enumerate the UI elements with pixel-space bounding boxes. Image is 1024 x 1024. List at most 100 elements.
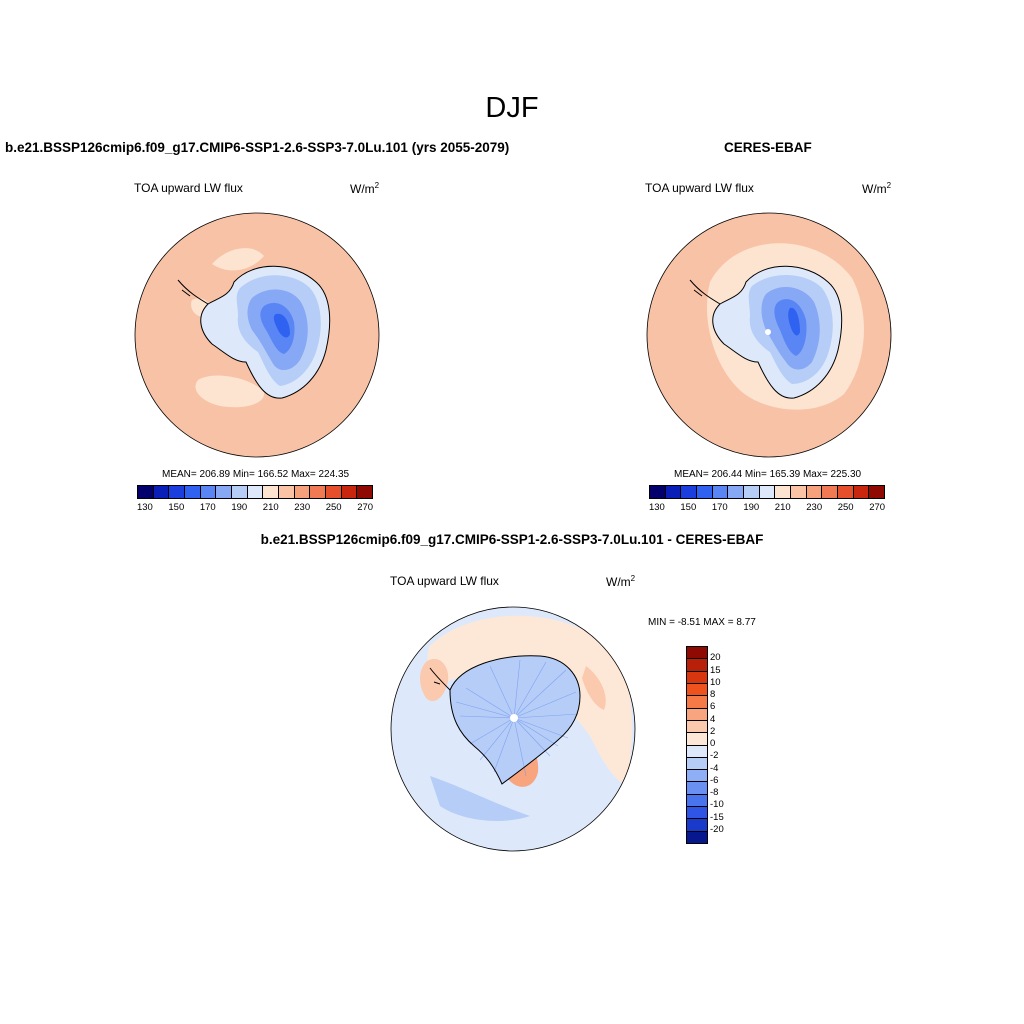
colorbar-swatch [263, 486, 280, 498]
negative-anomaly [430, 776, 530, 821]
diff-units-label: W/m2 [606, 574, 636, 589]
colorbar-swatch [775, 486, 792, 498]
colorbar-tick-label: 20 [710, 652, 721, 664]
streak-pattern [455, 659, 579, 777]
colorbar-swatch [153, 486, 170, 498]
colorbar-tick-label: 150 [168, 502, 185, 513]
diff-panel-title: b.e21.BSSP126cmip6.f09_g17.CMIP6-SSP1-2.… [260, 532, 764, 547]
colorbar-tick-label: 15 [710, 664, 721, 676]
obs-colorbar-ticks: 130 150 170 190 210 230 250 270 [649, 502, 887, 516]
pole-hole [510, 714, 518, 722]
colorbar-swatch [294, 486, 311, 498]
colorbar-tick-label: 10 [710, 676, 721, 688]
ocean-light-patch [212, 248, 264, 271]
colorbar-tick-label: 250 [837, 502, 854, 513]
diff-variable-label: TOA upward LW flux [390, 574, 499, 588]
model-map [134, 212, 380, 458]
colorbar-tick-label: 210 [774, 502, 791, 513]
colorbar-swatch [247, 486, 264, 498]
colorbar-swatch [838, 486, 854, 498]
colorbar-swatch [341, 486, 358, 498]
diff-minmax: MIN = -8.51 MAX = 8.77 [648, 617, 756, 628]
model-stats: MEAN= 206.89 Min= 166.52 Max= 224.35 [162, 469, 350, 480]
colorbar-swatch [310, 486, 327, 498]
model-panel-title: b.e21.BSSP126cmip6.f09_g17.CMIP6-SSP1-2.… [5, 140, 510, 155]
diff-colorbar [686, 646, 708, 844]
colorbar-swatch [687, 647, 707, 660]
colorbar-tick-label: 150 [680, 502, 697, 513]
colorbar-swatch [687, 683, 707, 697]
coastline [449, 655, 581, 785]
peninsula [689, 279, 721, 305]
colorbar-swatch [687, 733, 707, 746]
colorbar-swatch [138, 486, 154, 498]
coastline [712, 265, 843, 399]
colorbar-swatch [687, 671, 707, 684]
ocean-light-patch [195, 375, 265, 408]
colorbar-swatch [279, 486, 295, 498]
colorbar-tick-label: -2 [710, 750, 719, 762]
colorbar-swatch [357, 486, 373, 498]
model-colorbar-ticks: 130 150 170 190 210 230 250 270 [137, 502, 375, 516]
coastline [200, 265, 331, 399]
colorbar-swatch [687, 807, 707, 820]
colorbar-tick-label: 4 [710, 713, 716, 725]
model-colorbar [137, 485, 373, 499]
colorbar-tick-label: 6 [710, 701, 716, 713]
colorbar-swatch [759, 486, 776, 498]
colorbar-swatch [687, 659, 707, 672]
colorbar-swatch [681, 486, 698, 498]
colorbar-tick-label: -15 [710, 811, 724, 823]
colorbar-swatch [650, 486, 666, 498]
colorbar-tick-label: 210 [262, 502, 279, 513]
peninsula [429, 667, 451, 691]
colorbar-tick-label: -20 [710, 823, 724, 835]
colorbar-swatch [200, 486, 217, 498]
colorbar-tick-label: 250 [325, 502, 342, 513]
obs-colorbar [649, 485, 885, 499]
obs-variable-label: TOA upward LW flux [645, 181, 754, 195]
obs-map [646, 212, 892, 458]
colorbar-swatch [869, 486, 885, 498]
diff-map [390, 606, 636, 852]
colorbar-tick-label: 270 [357, 502, 374, 513]
colorbar-tick-label: 0 [710, 738, 716, 749]
colorbar-swatch [687, 782, 707, 795]
colorbar-tick-label: 8 [710, 689, 716, 700]
colorbar-swatch [665, 486, 682, 498]
colorbar-tick-label: -6 [710, 774, 719, 786]
colorbar-tick-label: 130 [648, 502, 665, 513]
colorbar-tick-label: 270 [869, 502, 886, 513]
colorbar-swatch [712, 486, 729, 498]
colorbar-swatch [687, 770, 707, 783]
antarctica-ice-deep [788, 307, 800, 336]
colorbar-swatch [687, 757, 707, 771]
colorbar-tick-label: -8 [710, 787, 719, 798]
colorbar-swatch [687, 745, 707, 758]
model-units-label: W/m2 [350, 181, 380, 196]
colorbar-tick-label: 170 [199, 502, 216, 513]
colorbar-swatch [822, 486, 839, 498]
pole-hole [765, 329, 771, 335]
colorbar-swatch [185, 486, 201, 498]
colorbar-tick-label: 230 [294, 502, 311, 513]
positive-anomaly [427, 615, 633, 786]
colorbar-tick-label: -4 [710, 762, 719, 774]
colorbar-tick-label: 230 [806, 502, 823, 513]
colorbar-swatch [697, 486, 713, 498]
colorbar-swatch [744, 486, 760, 498]
colorbar-swatch [687, 819, 707, 832]
colorbar-swatch [169, 486, 186, 498]
colorbar-swatch [326, 486, 342, 498]
obs-units-label: W/m2 [862, 181, 892, 196]
colorbar-swatch [853, 486, 870, 498]
colorbar-swatch [687, 794, 707, 808]
obs-stats: MEAN= 206.44 Min= 165.39 Max= 225.30 [674, 469, 862, 480]
antarctica-ice-deep [273, 313, 290, 338]
peninsula [177, 279, 209, 305]
model-variable-label: TOA upward LW flux [134, 181, 243, 195]
colorbar-tick-label: 190 [231, 502, 248, 513]
colorbar-tick-label: 170 [711, 502, 728, 513]
colorbar-swatch [216, 486, 233, 498]
colorbar-swatch [687, 831, 707, 843]
